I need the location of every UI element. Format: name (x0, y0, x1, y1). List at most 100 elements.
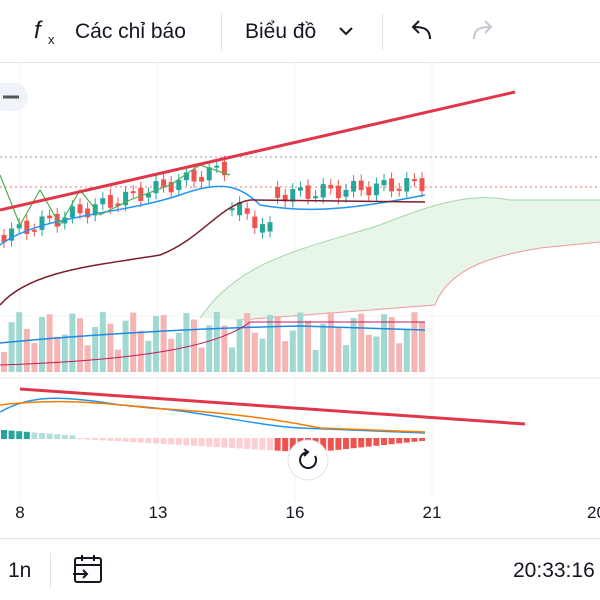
volume-bar (343, 345, 349, 372)
candle-body (24, 220, 30, 234)
macd-hist (122, 438, 129, 442)
macd-hist (198, 438, 205, 447)
candle-body (373, 183, 379, 196)
macd-hist (153, 438, 159, 444)
volume-bar (115, 349, 121, 372)
volume-bar (122, 320, 129, 372)
volume-bar (282, 341, 289, 372)
candle-body (138, 187, 144, 202)
volume-bar (54, 336, 61, 372)
volume-bar (16, 312, 23, 372)
candle-body (297, 187, 303, 191)
ichimoku-cloud (200, 197, 600, 320)
volume-bar (274, 316, 281, 372)
macd-hist (145, 438, 152, 444)
volume-bar (213, 312, 220, 372)
macd-hist (381, 438, 387, 445)
candle-body (145, 193, 151, 198)
separator (50, 553, 51, 589)
fx-icon[interactable]: f x (30, 12, 70, 52)
goto-date[interactable] (71, 552, 107, 588)
volume-bar (46, 314, 53, 372)
volume-bar (297, 312, 304, 372)
candle-body (214, 165, 220, 168)
macd-hist (350, 438, 357, 449)
macd-hist (46, 433, 53, 439)
volume-bar (244, 313, 251, 372)
volume-bar (99, 312, 106, 372)
macd-hist (137, 438, 144, 443)
volume-bar (312, 349, 319, 372)
macd-hist (183, 438, 190, 446)
candle-body (115, 203, 121, 207)
chart-type-button[interactable]: Biểu đồ (245, 20, 317, 43)
candle-body (351, 181, 357, 192)
candle-body (221, 161, 227, 176)
volume-bar (175, 332, 182, 372)
volume-bar (221, 325, 228, 372)
volume-bar (168, 338, 175, 372)
interval[interactable]: 1n (8, 559, 32, 582)
candle-body (199, 176, 205, 182)
macd-hist (8, 430, 15, 439)
reset-icon (299, 448, 318, 469)
candle-body (107, 195, 113, 208)
macd-hist (61, 434, 68, 439)
volume-bar (373, 336, 380, 372)
candle-body (100, 198, 106, 205)
redo[interactable] (468, 17, 498, 47)
x-tick-label: 8 (15, 503, 24, 522)
volume-bar (183, 312, 190, 372)
macd-hist (365, 438, 372, 447)
volume-bar (396, 343, 403, 372)
candle-body (404, 178, 410, 192)
toolbar: f x Các chỉ báo Biểu đồ (0, 0, 600, 63)
volume-bar (8, 322, 15, 372)
calendar (74, 557, 102, 583)
candle-body (275, 187, 281, 198)
chart: 8 13 16 21 20 (0, 62, 600, 522)
macd-hist (327, 438, 334, 451)
candle-body (411, 179, 417, 182)
volume-bar (403, 328, 410, 372)
volume-bar (191, 319, 197, 372)
indicators-button[interactable]: Các chỉ báo (75, 20, 186, 43)
volume-bar (381, 314, 387, 372)
candle-body (313, 196, 319, 199)
macd-hist (251, 438, 258, 450)
volume-bar (327, 312, 334, 372)
volume-ma (0, 325, 426, 344)
undo[interactable] (406, 17, 436, 47)
candle-body (176, 180, 182, 190)
fx-glyph: x (48, 32, 55, 47)
macd-hist (77, 438, 83, 439)
volume-bar (130, 312, 137, 372)
volume-bar (411, 312, 418, 372)
candle-body (389, 178, 395, 192)
ma-line (0, 199, 426, 306)
volume-bar (289, 330, 296, 372)
candle-body (161, 179, 167, 187)
volume-bar (61, 334, 68, 372)
volume-bar (229, 347, 235, 372)
reset-button[interactable] (287, 439, 329, 481)
redo-path (473, 20, 493, 40)
candle-body (229, 208, 235, 211)
macd-hist (411, 438, 418, 442)
fx-glyph: f (34, 17, 43, 44)
macd-hist (206, 438, 213, 447)
candle-body (244, 208, 250, 214)
candle-body (9, 228, 15, 241)
chevron[interactable] (336, 22, 356, 42)
candle-body (183, 172, 189, 181)
macd-hist (221, 438, 228, 448)
macd-hist (419, 438, 425, 441)
volume-bar (259, 338, 266, 372)
volume-bar (305, 320, 311, 372)
macd-hist (267, 438, 273, 451)
volume-bar (206, 325, 213, 372)
candle-body (39, 216, 45, 230)
candle-body (290, 189, 296, 202)
clock: 20:33:16 (513, 559, 595, 582)
